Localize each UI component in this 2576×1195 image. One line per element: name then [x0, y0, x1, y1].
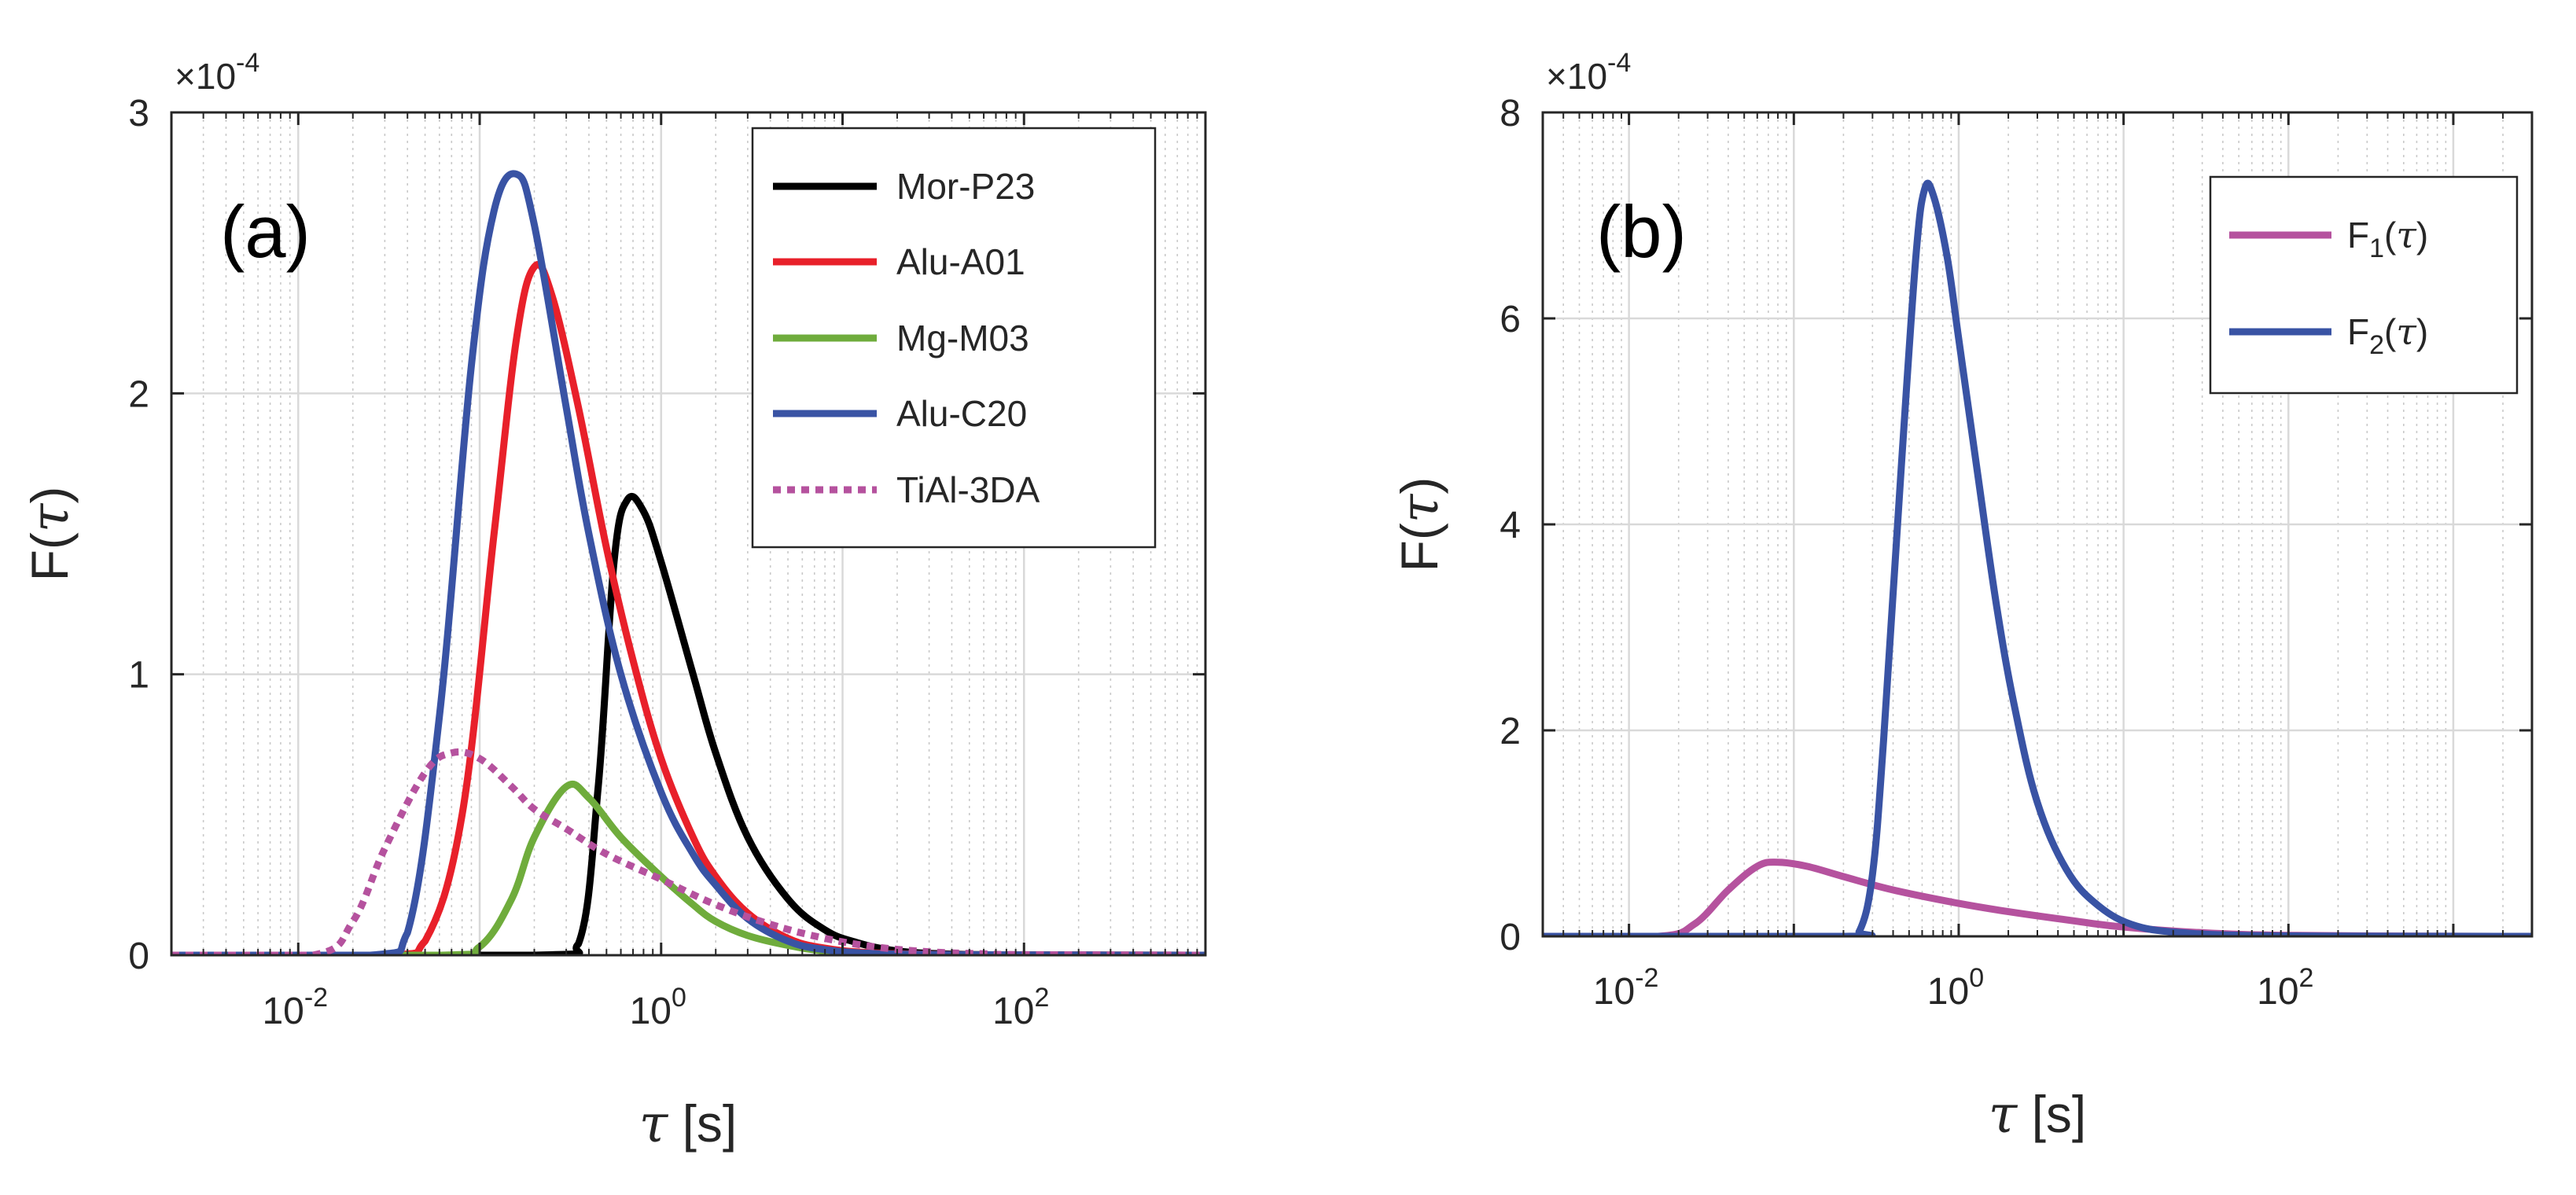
y-exponent-label: ×10-4 — [175, 48, 259, 97]
x-tick-labels: 10-2 100 102 — [262, 983, 1049, 1032]
x-tick-labels: 10-2 100 102 — [1593, 963, 2314, 1013]
x-tick-label: 10-2 — [262, 983, 328, 1032]
y-tick-label: 0 — [1500, 917, 1521, 958]
legend-label: F2(τ) — [2347, 311, 2428, 360]
legend-box — [2209, 175, 2519, 395]
series-line — [171, 493, 1205, 955]
legend: F1(τ) F2(τ) — [2209, 175, 2519, 395]
y-tick-label: 1 — [128, 655, 149, 697]
y-tick-labels: 0 1 2 3 — [128, 93, 149, 977]
y-tick-labels: 0 2 4 6 8 — [1500, 93, 1521, 958]
legend-label: Mor-P23 — [896, 166, 1035, 207]
panel-tag: (a) — [220, 190, 311, 273]
y-tick-label: 3 — [128, 93, 149, 134]
chart-panel-b: 0 2 4 6 8 10-2 100 102 ×10-4 τ [s] F(τ) … — [1389, 48, 2534, 1145]
x-axis-label: τ [s] — [1989, 1084, 2087, 1145]
axes-box — [170, 111, 1207, 957]
chart-panel-a: 0 1 2 3 10-2 100 102 ×10-4 τ [s] F(τ) (a… — [20, 48, 1207, 1154]
y-axis-label: F(τ) — [1389, 477, 1450, 572]
legend-label: F1(τ) — [2347, 214, 2428, 263]
y-tick-label: 0 — [128, 936, 149, 977]
panel-tag: (b) — [1596, 190, 1687, 273]
tick-marks — [1542, 111, 2533, 938]
y-tick-label: 2 — [128, 373, 149, 415]
series-line — [171, 780, 1205, 955]
series-line — [171, 748, 1205, 955]
x-tick-label: 100 — [1927, 963, 1984, 1013]
y-tick-label: 6 — [1500, 299, 1521, 340]
legend-label: Alu-C20 — [896, 393, 1027, 434]
tick-marks — [171, 111, 1207, 957]
x-tick-label: 100 — [630, 983, 686, 1032]
grid — [1542, 111, 2533, 938]
series-line — [1543, 179, 2532, 936]
y-exponent-label: ×10-4 — [1546, 48, 1631, 97]
x-tick-label: 10-2 — [1593, 963, 1659, 1013]
series-line — [171, 170, 1205, 955]
legend-label: TiAl-3DA — [896, 469, 1040, 510]
y-tick-label: 4 — [1500, 505, 1521, 546]
y-tick-label: 2 — [1500, 711, 1521, 752]
legend: Mor-P23 Alu-A01 Mg-M03 Alu-C20 TiAl-3DA — [751, 127, 1157, 549]
x-tick-label: 102 — [2257, 963, 2313, 1013]
y-tick-label: 8 — [1500, 93, 1521, 134]
legend-label: Mg-M03 — [896, 318, 1029, 358]
x-tick-label: 102 — [992, 983, 1049, 1032]
x-axis-label: τ [s] — [639, 1094, 738, 1154]
legend-label: Alu-A01 — [896, 241, 1025, 282]
y-axis-label: F(τ) — [20, 487, 80, 582]
